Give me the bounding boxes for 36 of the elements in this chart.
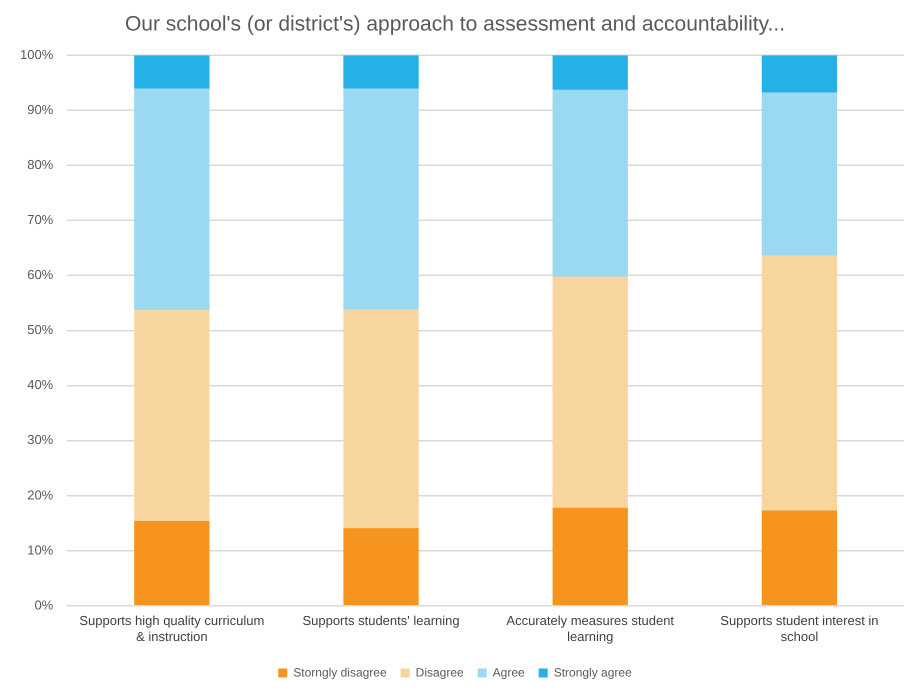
bar [134,521,210,606]
bar [134,310,210,522]
bar [343,528,419,606]
bar [762,55,838,93]
bar [134,88,210,310]
legend-label: Strongly agree [554,665,632,680]
y-tick-label: 50% [27,322,54,338]
bar [552,90,628,277]
bar [343,310,419,528]
chart-title: Our school's (or district's) approach to assessment and accountability... [124,12,786,36]
legend-label: Storngly disagree [293,665,387,680]
legend-label: Disagree [416,665,464,680]
y-tick-label: 60% [27,267,54,282]
y-tick-label: 20% [27,487,54,502]
bar [343,88,419,310]
bar [762,92,838,256]
y-tick-label: 70% [27,212,54,227]
bar [552,276,628,508]
bar [552,55,628,90]
y-tick-label: 10% [27,542,54,558]
y-tick-label: 30% [27,432,54,448]
x-tick-label: Accurately measures student learning [506,613,674,644]
y-tick-label: 80% [27,156,54,172]
bar [552,508,628,606]
y-tick-label: 0% [34,597,54,612]
bar [762,256,838,511]
x-tick-label: Supports high quality curriculum & instruction [79,613,264,644]
bar [343,55,419,89]
bar [762,510,838,606]
x-tick-label: Supports student interest in school [720,613,879,644]
y-tick-label: 100% [20,46,54,62]
x-tick-label: Supports students' learning [302,613,460,628]
y-tick-label: 40% [27,377,54,392]
y-tick-label: 90% [27,102,54,117]
legend-label: Agree [492,665,526,680]
bar [134,55,210,89]
